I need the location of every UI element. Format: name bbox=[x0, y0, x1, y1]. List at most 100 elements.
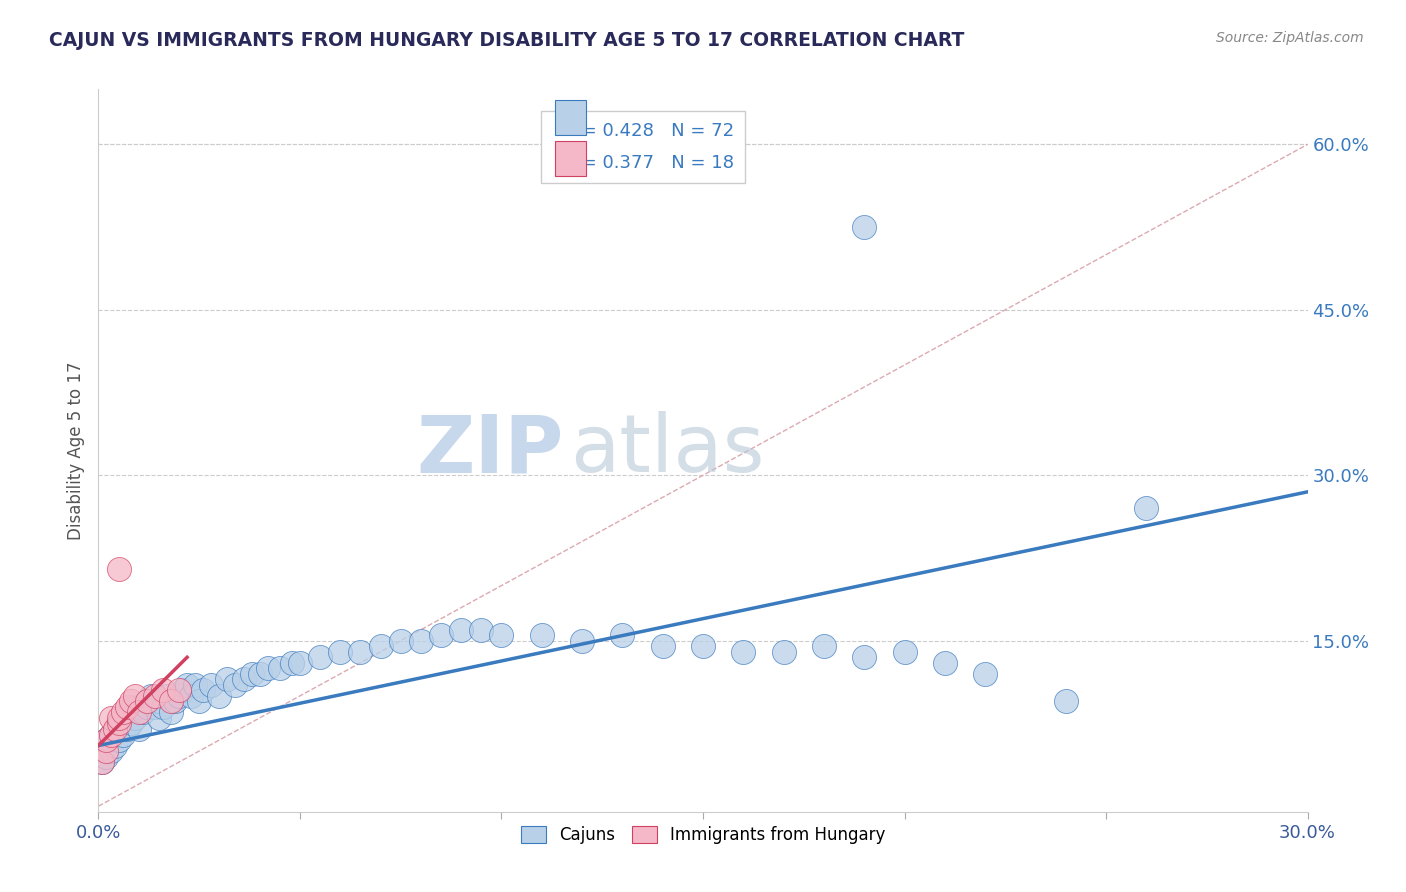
Point bbox=[249, 666, 271, 681]
Point bbox=[571, 633, 593, 648]
Point bbox=[281, 656, 304, 670]
Point bbox=[103, 739, 125, 753]
Point bbox=[148, 711, 170, 725]
Point bbox=[176, 678, 198, 692]
Point bbox=[107, 733, 129, 747]
Point bbox=[120, 694, 142, 708]
Point bbox=[111, 706, 134, 720]
Point bbox=[329, 645, 352, 659]
Point bbox=[163, 694, 186, 708]
Point bbox=[224, 678, 246, 692]
Point bbox=[107, 711, 129, 725]
Point bbox=[612, 628, 634, 642]
Text: atlas: atlas bbox=[569, 411, 765, 490]
Point bbox=[309, 650, 332, 665]
Point bbox=[100, 711, 122, 725]
Point bbox=[430, 628, 453, 642]
Point bbox=[232, 673, 254, 687]
Point bbox=[96, 744, 118, 758]
Point bbox=[124, 689, 146, 703]
Point bbox=[853, 650, 876, 665]
Point bbox=[111, 711, 134, 725]
Point bbox=[733, 645, 755, 659]
Point bbox=[152, 700, 174, 714]
Point bbox=[200, 678, 222, 692]
Point bbox=[813, 640, 835, 654]
Point bbox=[1054, 694, 1077, 708]
Point bbox=[450, 623, 472, 637]
Point bbox=[96, 749, 118, 764]
Point bbox=[132, 706, 155, 720]
Point bbox=[208, 689, 231, 703]
Point bbox=[128, 700, 150, 714]
Point bbox=[156, 689, 179, 703]
Point bbox=[349, 645, 371, 659]
Point bbox=[217, 673, 239, 687]
Point bbox=[135, 694, 157, 708]
Point bbox=[107, 716, 129, 731]
Point bbox=[692, 640, 714, 654]
Point bbox=[160, 694, 183, 708]
Point bbox=[1135, 501, 1157, 516]
Point bbox=[288, 656, 311, 670]
Text: CAJUN VS IMMIGRANTS FROM HUNGARY DISABILITY AGE 5 TO 17 CORRELATION CHART: CAJUN VS IMMIGRANTS FROM HUNGARY DISABIL… bbox=[49, 31, 965, 50]
Point bbox=[100, 744, 122, 758]
Point bbox=[470, 623, 492, 637]
Point bbox=[139, 689, 162, 703]
Point bbox=[96, 733, 118, 747]
FancyBboxPatch shape bbox=[555, 100, 586, 135]
Text: Source: ZipAtlas.com: Source: ZipAtlas.com bbox=[1216, 31, 1364, 45]
Point bbox=[120, 700, 142, 714]
Point bbox=[135, 694, 157, 708]
Point bbox=[96, 733, 118, 747]
Point bbox=[115, 700, 138, 714]
Point bbox=[103, 722, 125, 736]
Point bbox=[143, 700, 166, 714]
Point bbox=[135, 700, 157, 714]
Text: ZIP: ZIP bbox=[416, 411, 564, 490]
Point bbox=[491, 628, 513, 642]
Point bbox=[107, 716, 129, 731]
Point bbox=[193, 683, 215, 698]
Point bbox=[91, 755, 114, 769]
Point bbox=[103, 722, 125, 736]
Point bbox=[188, 694, 211, 708]
Point bbox=[167, 689, 190, 703]
Point bbox=[172, 683, 194, 698]
Point bbox=[269, 661, 291, 675]
Point bbox=[115, 722, 138, 736]
Point bbox=[772, 645, 794, 659]
Point bbox=[184, 678, 207, 692]
Point bbox=[128, 706, 150, 720]
Point bbox=[115, 706, 138, 720]
Point bbox=[152, 683, 174, 698]
Point bbox=[91, 755, 114, 769]
Point bbox=[160, 706, 183, 720]
Point bbox=[111, 727, 134, 741]
Point bbox=[128, 722, 150, 736]
FancyBboxPatch shape bbox=[555, 141, 586, 176]
Point bbox=[651, 640, 673, 654]
Point bbox=[370, 640, 392, 654]
Point bbox=[389, 633, 412, 648]
Point bbox=[974, 666, 997, 681]
Point bbox=[167, 683, 190, 698]
Point bbox=[100, 727, 122, 741]
Text: R = 0.428   N = 72
  R = 0.377   N = 18: R = 0.428 N = 72 R = 0.377 N = 18 bbox=[551, 121, 734, 172]
Point bbox=[934, 656, 956, 670]
Point bbox=[100, 727, 122, 741]
Y-axis label: Disability Age 5 to 17: Disability Age 5 to 17 bbox=[66, 361, 84, 540]
Point bbox=[240, 666, 263, 681]
Point bbox=[143, 689, 166, 703]
Point bbox=[180, 689, 202, 703]
Point bbox=[107, 562, 129, 576]
Point bbox=[148, 694, 170, 708]
Point bbox=[409, 633, 432, 648]
Point bbox=[530, 628, 553, 642]
Point bbox=[256, 661, 278, 675]
Point bbox=[853, 220, 876, 235]
Point bbox=[120, 716, 142, 731]
Legend: Cajuns, Immigrants from Hungary: Cajuns, Immigrants from Hungary bbox=[515, 819, 891, 850]
Point bbox=[124, 711, 146, 725]
Point bbox=[893, 645, 915, 659]
